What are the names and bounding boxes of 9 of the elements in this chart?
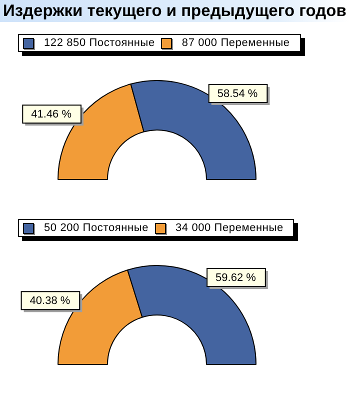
legend-label: 87 000 Переменные [182,37,290,49]
data-label: 41.46 % [31,108,72,121]
data-label: 58.54 % [217,88,258,100]
data-label: 59.62 % [216,272,256,284]
data-label: 40.38 % [30,295,70,308]
chart-title: Издержки текущего и предыдущего годов [0,0,349,22]
legend-label: 122 850 Постоянные [44,37,155,49]
legend-label: 34 000 Переменные [176,222,284,234]
legend-label: 50 200 Постоянные [44,222,148,234]
